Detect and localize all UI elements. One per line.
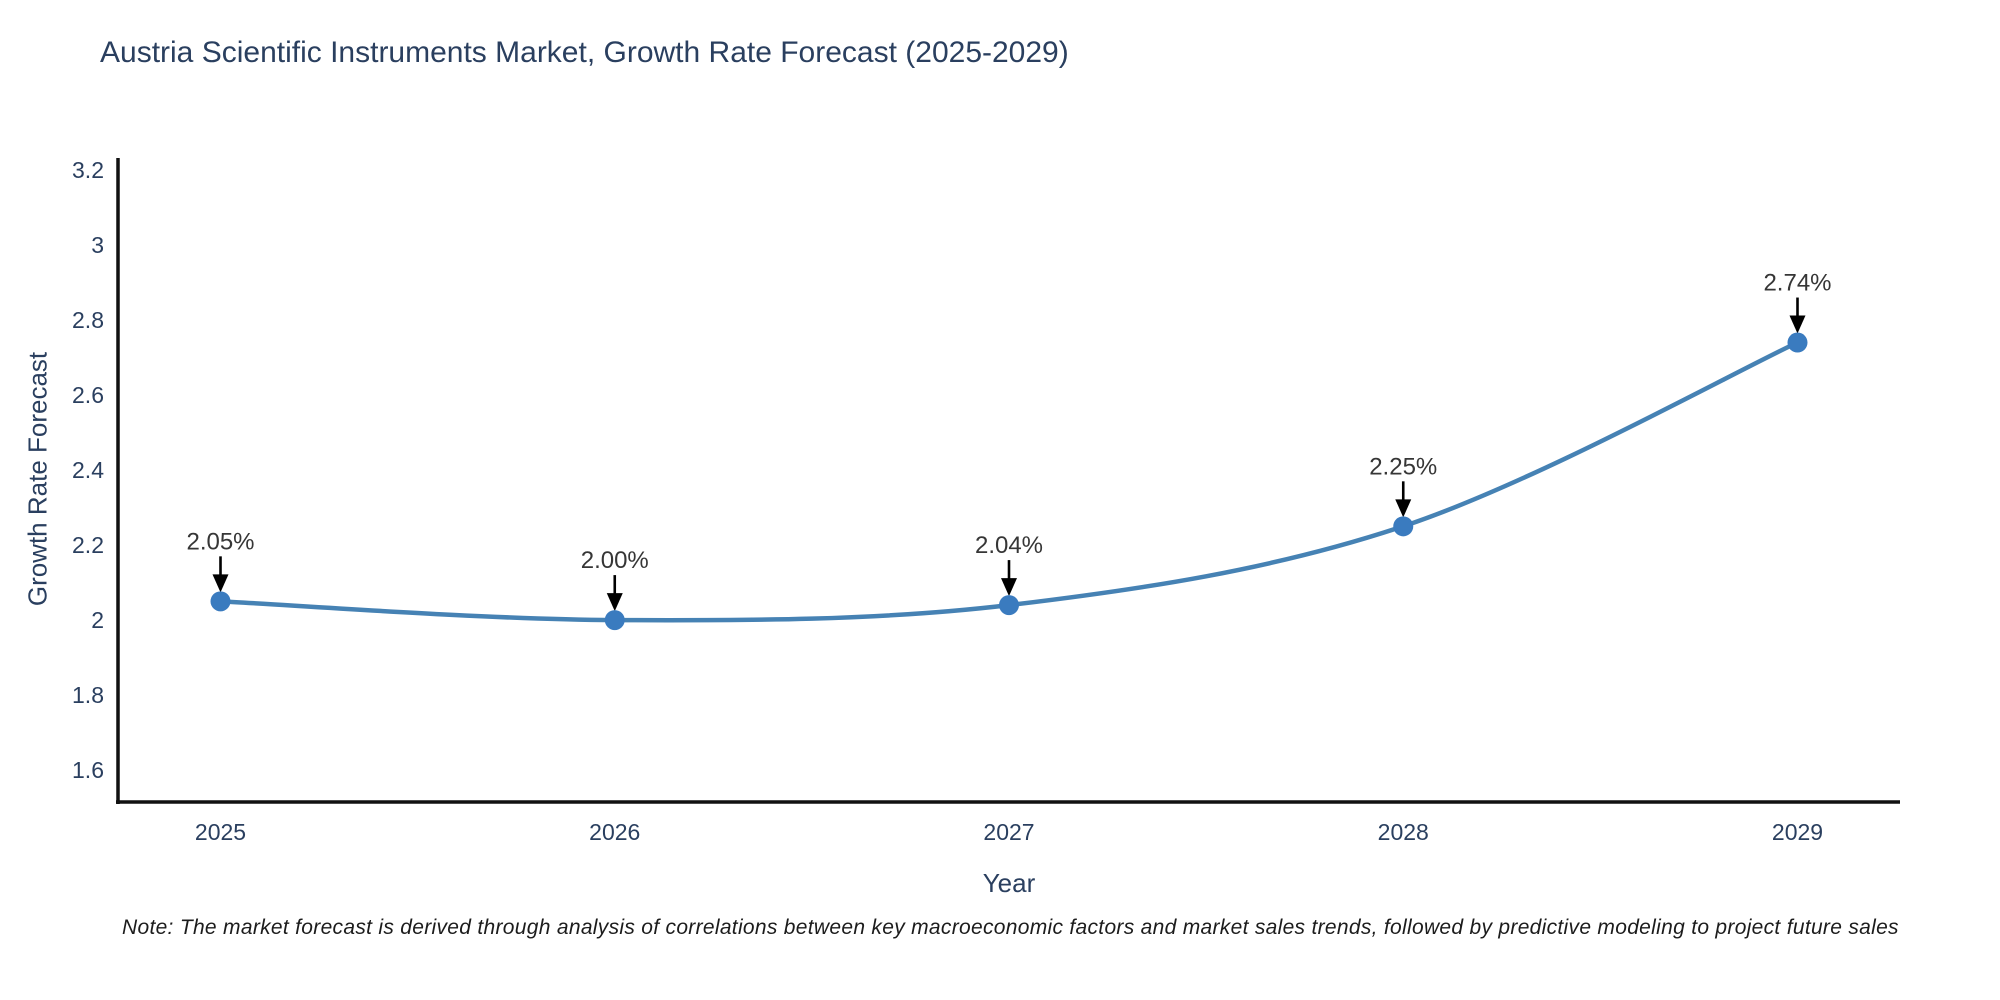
annotation-arrow-head	[1395, 499, 1412, 518]
y-tick-label: 3.2	[72, 157, 104, 183]
data-point-label: 2.05%	[186, 528, 254, 555]
footnote: Note: The market forecast is derived thr…	[122, 916, 1899, 939]
y-tick-label: 2.6	[72, 382, 104, 408]
y-tick-label: 2.8	[72, 307, 104, 333]
y-tick-label: 2.4	[72, 457, 104, 483]
x-tick-label: 2026	[589, 819, 640, 845]
annotation-arrow-head	[212, 574, 229, 593]
data-point-marker	[604, 610, 625, 631]
data-point-marker	[999, 595, 1019, 616]
data-point-label: 2.25%	[1369, 453, 1437, 480]
data-point-label: 2.74%	[1763, 270, 1831, 297]
y-tick-label: 1.6	[72, 757, 104, 783]
data-point-marker	[210, 591, 231, 612]
data-point-label: 2.04%	[975, 532, 1043, 559]
chart-title: Austria Scientific Instruments Market, G…	[100, 36, 1069, 69]
y-tick-label: 2.2	[72, 532, 104, 558]
x-tick-label: 2028	[1378, 819, 1429, 845]
data-point-label: 2.00%	[581, 547, 649, 574]
data-point-marker	[1393, 516, 1414, 537]
x-axis-title: Year	[982, 868, 1036, 898]
x-tick-label: 2027	[983, 819, 1034, 845]
x-tick-label: 2025	[195, 819, 246, 845]
annotation-arrow-head	[1001, 578, 1017, 597]
y-tick-label: 1.8	[72, 682, 104, 708]
data-point-marker	[1787, 332, 1808, 353]
annotation-arrow-head	[606, 593, 623, 612]
x-tick-label: 2029	[1772, 819, 1823, 845]
y-tick-label: 3	[91, 232, 104, 258]
annotation-arrow-head	[1789, 315, 1806, 334]
y-tick-label: 2	[91, 607, 104, 633]
